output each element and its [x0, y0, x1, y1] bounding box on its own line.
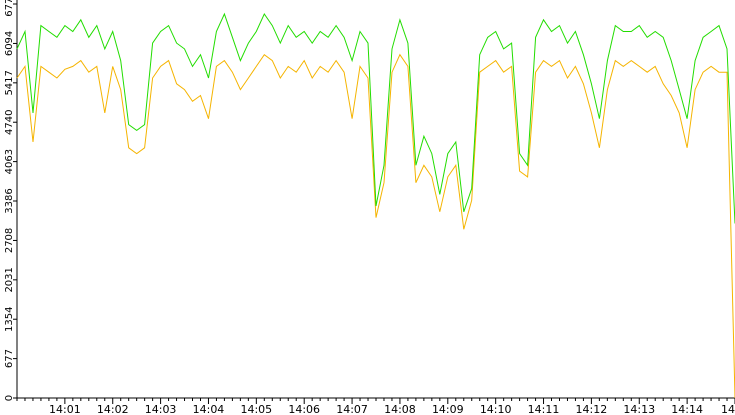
x-tick-label: 14:08: [384, 403, 416, 415]
series-line: [16, 53, 735, 399]
y-tick-label: 6094: [4, 31, 15, 56]
y-tick-label: 6772: [4, 0, 15, 17]
x-tick-label: 14:14: [671, 403, 703, 415]
y-tick-label: 677: [4, 349, 15, 368]
x-tick-label: 14:05: [240, 403, 272, 415]
x-tick-label: 14:12: [576, 403, 608, 415]
x-tick-label: 14:07: [336, 403, 368, 415]
x-tick-label: 14:13: [623, 403, 655, 415]
series-line: [16, 12, 735, 224]
x-tick-label: 14: [721, 403, 735, 415]
x-tick-label: 14:10: [480, 403, 512, 415]
y-tick-label: 3386: [4, 188, 15, 213]
x-tick-label: 14:11: [528, 403, 560, 415]
y-tick-label: 2708: [4, 228, 15, 253]
x-tick-label: 14:03: [145, 403, 177, 415]
x-tick-label: 14:01: [49, 403, 81, 415]
y-tick-label: 0: [4, 395, 15, 401]
x-tick-label: 14:02: [97, 403, 129, 415]
y-tick-label: 2031: [4, 267, 15, 292]
y-tick-label: 4740: [4, 109, 15, 134]
y-tick-label: 5417: [4, 70, 15, 95]
x-tick-label: 14:06: [288, 403, 320, 415]
x-tick-label: 14:09: [432, 403, 464, 415]
y-tick-label: 4063: [4, 149, 15, 174]
y-tick-label: 1354: [4, 306, 15, 331]
x-tick-label: 14:04: [193, 403, 225, 415]
